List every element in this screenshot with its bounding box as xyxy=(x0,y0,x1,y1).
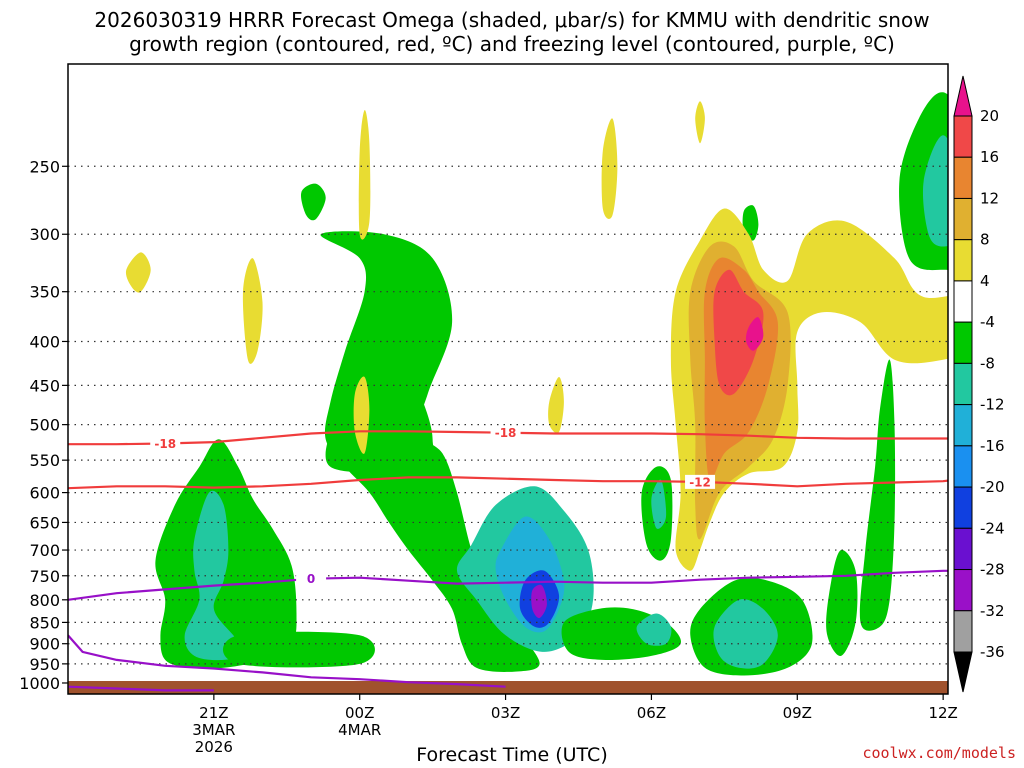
omega-yellow-g xyxy=(695,101,705,144)
temperature-contours: -18 -18 -12 0 xyxy=(68,425,948,692)
colorbar-band xyxy=(953,610,973,653)
colorbar-band xyxy=(953,115,973,158)
colorbar-label: 12 xyxy=(980,189,999,207)
omega-yellow-f xyxy=(601,118,618,219)
contour-label-bg xyxy=(150,436,181,451)
colorbar-label: -28 xyxy=(980,561,1005,579)
colorbar-band xyxy=(953,445,973,488)
colorbar-band xyxy=(953,404,973,447)
x-tick-label: 00Z xyxy=(345,704,374,722)
y-tick-label-250: 250 xyxy=(29,157,60,176)
omega-purple-core xyxy=(531,584,547,619)
x-tick-label: 4MAR xyxy=(338,721,381,739)
credit-link[interactable]: coolwx.com/models xyxy=(862,744,1016,762)
omega-teal-lower-mid xyxy=(636,613,672,646)
omega-green-right-thin xyxy=(826,549,858,657)
chart-title-line-2: growth region (contoured, red, ºC) and f… xyxy=(129,32,895,56)
omega-yellow-e xyxy=(548,377,564,434)
omega-yellow-d xyxy=(353,376,370,454)
x-axis-title: Forecast Time (UTC) xyxy=(416,744,608,766)
contour-freezing-level-surface xyxy=(68,634,506,688)
colorbar-label: -20 xyxy=(980,478,1005,496)
contour-label-bg xyxy=(685,474,716,489)
x-tick-label: 09Z xyxy=(783,704,812,722)
omega-teal-upper-right xyxy=(922,135,948,247)
colorbar-label: -12 xyxy=(980,396,1005,414)
colorbar-label: -24 xyxy=(980,519,1005,537)
omega-red-right xyxy=(713,269,764,396)
colorbar-label: 8 xyxy=(980,231,990,249)
y-tick-label-700: 700 xyxy=(29,541,60,560)
omega-green-upper-left xyxy=(300,183,326,221)
contour-dendritic-minus18 xyxy=(68,430,948,446)
colorbar-label: -4 xyxy=(980,313,995,331)
y-tick-label-850: 850 xyxy=(29,613,60,632)
colorbar-band xyxy=(953,156,973,199)
colorbar-top-triangle xyxy=(953,75,973,117)
x-tick-label: 03Z xyxy=(491,704,520,722)
omega-colorbar: 20 16 12 8 4 -4 -8 -12 -16 -20 -24 -28 -32 -36 xyxy=(953,75,1005,693)
y-tick-label-1000: 1000 xyxy=(19,674,60,693)
omega-yellow-a xyxy=(125,252,151,293)
pressure-axis: 250 300 350 400 450 500 550 600 650 700 750 800 850 9… xyxy=(19,157,68,693)
y-tick-label-650: 650 xyxy=(29,513,60,532)
colorbar-band xyxy=(953,569,973,612)
y-tick-label-300: 300 xyxy=(29,225,60,244)
chart-title-line-1: 2026030319 HRRR Forecast Omega (shaded, … xyxy=(94,8,930,32)
y-tick-label-750: 750 xyxy=(29,567,60,586)
colorbar-band xyxy=(953,197,973,241)
contour-dendritic-minus12 xyxy=(68,476,948,490)
y-tick-label-400: 400 xyxy=(29,332,60,351)
colorbar-band xyxy=(953,362,973,406)
colorbar-band xyxy=(953,527,973,571)
omega-green-left-ext xyxy=(222,631,375,668)
omega-teal-mid-small xyxy=(651,479,667,529)
contour-label-dendritic-minus18: -18 xyxy=(154,437,176,451)
colorbar-label: 20 xyxy=(980,107,999,125)
contour-freezing-level-0 xyxy=(68,569,948,601)
x-tick-label: 12Z xyxy=(928,704,957,722)
contour-label-bg xyxy=(296,571,327,586)
x-tick-label: 06Z xyxy=(637,704,666,722)
colorbar-label: 4 xyxy=(980,272,990,290)
y-tick-label-800: 800 xyxy=(29,591,60,610)
x-tick-label: 2026 xyxy=(195,738,233,756)
colorbar-label: -16 xyxy=(980,437,1005,455)
omega-green-big-main xyxy=(320,231,540,672)
colorbar-label: 16 xyxy=(980,148,999,166)
colorbar-band xyxy=(953,486,973,529)
omega-teal-left-column xyxy=(184,490,249,661)
y-tick-label-600: 600 xyxy=(29,484,60,503)
y-tick-label-450: 450 xyxy=(29,376,60,395)
x-tick-label: 3MAR xyxy=(192,721,235,739)
y-tick-label-950: 950 xyxy=(29,655,60,674)
ground-bar xyxy=(68,681,948,694)
colorbar-band xyxy=(953,321,973,364)
y-tick-label-900: 900 xyxy=(29,635,60,654)
omega-yellow-c xyxy=(358,110,371,240)
omega-shading xyxy=(125,92,948,676)
y-tick-label-550: 550 xyxy=(29,451,60,470)
contour-label-dendritic-minus18: -18 xyxy=(495,426,517,440)
omega-teal-lower-right xyxy=(713,599,778,669)
omega-green-tower-right xyxy=(859,359,896,631)
contour-label-dendritic-minus12: -12 xyxy=(689,475,711,489)
colorbar-label: -32 xyxy=(980,602,1005,620)
y-tick-label-350: 350 xyxy=(29,283,60,302)
plot-frame xyxy=(67,63,949,695)
contour-freezing-level-lower xyxy=(68,685,214,692)
colorbar-band xyxy=(953,239,973,282)
omega-yellow-b xyxy=(242,258,263,364)
colorbar-label: -36 xyxy=(980,643,1005,661)
colorbar-bottom-triangle xyxy=(953,651,973,693)
colorbar-band xyxy=(953,280,973,323)
contour-label-bg xyxy=(490,425,521,440)
colorbar-label: -8 xyxy=(980,354,995,372)
y-tick-label-500: 500 xyxy=(29,416,60,435)
omega-magenta-core xyxy=(745,317,764,351)
x-tick-label: 21Z xyxy=(199,704,228,722)
contour-label-freezing-level-0: 0 xyxy=(307,572,315,586)
